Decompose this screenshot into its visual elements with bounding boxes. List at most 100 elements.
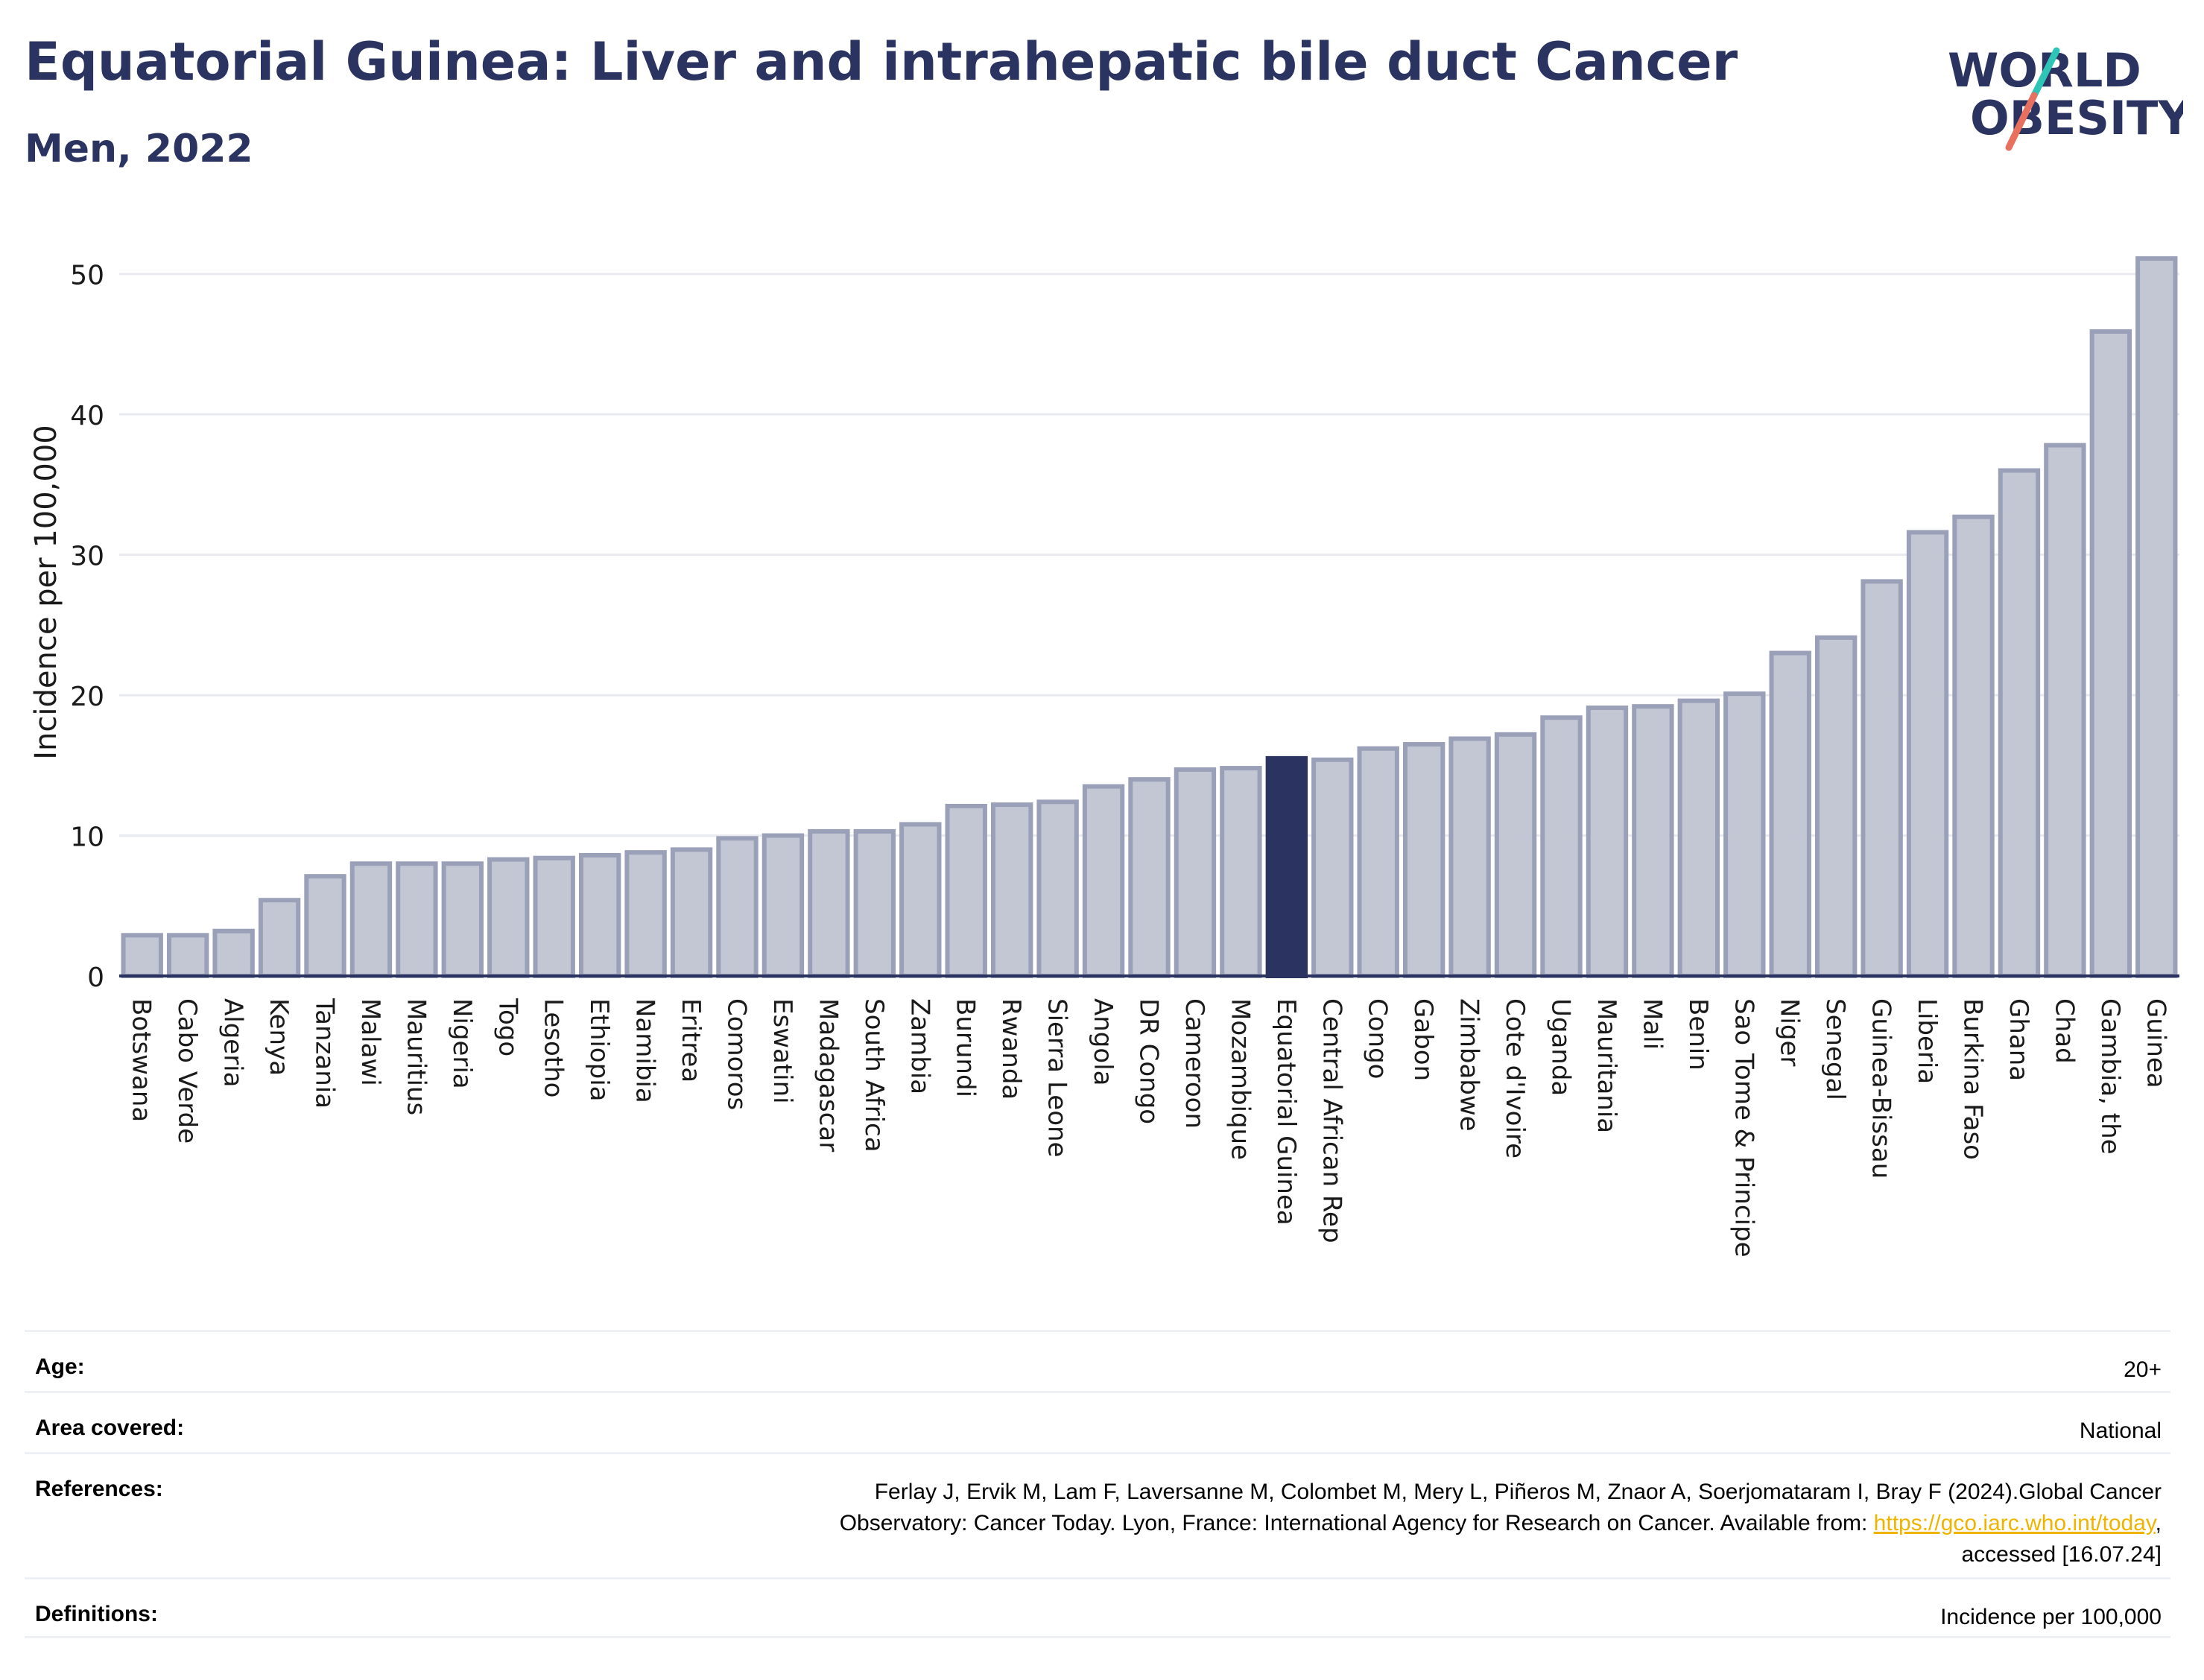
x-tick-label: Namibia bbox=[630, 998, 660, 1103]
y-tick-labels: 0 10 20 30 40 50 bbox=[70, 261, 104, 993]
bar bbox=[2135, 256, 2178, 978]
x-tick-label: Togo bbox=[493, 998, 522, 1056]
bar bbox=[487, 857, 530, 978]
y-tick-label: 10 bbox=[70, 822, 104, 853]
bar bbox=[670, 847, 713, 979]
x-tick-label: Malawi bbox=[355, 998, 385, 1086]
y-axis-label: Incidence per 100,000 bbox=[29, 425, 63, 760]
bar bbox=[396, 861, 438, 978]
bar bbox=[716, 836, 759, 979]
bar bbox=[1220, 766, 1262, 978]
x-tick-label: Uganda bbox=[1546, 998, 1576, 1096]
x-tick-label: Niger bbox=[1775, 998, 1805, 1066]
bar bbox=[1586, 706, 1629, 978]
bar bbox=[1402, 742, 1445, 978]
bar bbox=[349, 861, 393, 978]
x-tick-label: Angola bbox=[1088, 998, 1118, 1085]
x-tick-label: Zimbabwe bbox=[1454, 998, 1484, 1132]
x-tick-label: Nigeria bbox=[447, 998, 477, 1089]
bar bbox=[761, 833, 805, 978]
bar bbox=[1540, 715, 1583, 978]
bar bbox=[304, 874, 346, 978]
x-tick-label: Benin bbox=[1683, 998, 1713, 1071]
references-label: References: bbox=[35, 1477, 163, 1501]
definitions-value: Incidence per 100,000 bbox=[1940, 1605, 2162, 1629]
references-line1: Ferlay J, Ervik M, Lam F, Laversanne M, … bbox=[874, 1480, 2162, 1504]
x-tick-label: Burkina Faso bbox=[1958, 998, 1988, 1160]
bar bbox=[1128, 777, 1171, 978]
info-table: Age: 20+ Area covered: National Referenc… bbox=[25, 1330, 2170, 1638]
x-tick-label: Liberia bbox=[1912, 998, 1942, 1084]
x-tick-label: Ghana bbox=[2004, 998, 2033, 1081]
references-line2-end: , bbox=[2155, 1511, 2162, 1535]
x-tick-label: Burundi bbox=[951, 998, 981, 1097]
x-tick-labels: Botswana Cabo Verde Algeria Kenya Tanzania Ma… bbox=[127, 998, 2171, 1258]
info-row-definitions: Definitions: Incidence per 100,000 bbox=[25, 1577, 2170, 1638]
bar bbox=[2044, 443, 2086, 978]
x-tick-label: Lesotho bbox=[539, 998, 569, 1097]
bar bbox=[990, 802, 1033, 978]
bar bbox=[2089, 329, 2132, 978]
info-row-references: References: Ferlay J, Ervik M, Lam F, La… bbox=[25, 1452, 2170, 1577]
logo-slash-teal bbox=[2030, 47, 2060, 99]
bar bbox=[441, 861, 484, 978]
references-line3: accessed [16.07.24] bbox=[1961, 1542, 2162, 1567]
y-tick-label: 20 bbox=[70, 682, 104, 712]
x-tick-label: Tanzania bbox=[310, 998, 340, 1109]
x-tick-label: Eswatini bbox=[767, 998, 797, 1104]
references-line2: Observatory: Cancer Today. Lyon, France:… bbox=[839, 1511, 1874, 1535]
x-tick-label: Congo bbox=[1363, 998, 1393, 1079]
bar bbox=[1906, 530, 1949, 978]
world-obesity-logo: WORLD OBESITY bbox=[1948, 43, 2183, 151]
y-tick-label: 50 bbox=[70, 261, 104, 291]
x-tick-label: DR Congo bbox=[1134, 998, 1164, 1124]
bar bbox=[121, 933, 163, 979]
x-tick-label: Equatorial Guinea bbox=[1271, 998, 1301, 1226]
x-tick-label: Chad bbox=[2049, 998, 2079, 1064]
info-row-age: Age: 20+ bbox=[25, 1330, 2170, 1391]
x-tick-label: Senegal bbox=[1820, 998, 1850, 1100]
x-tick-label: Eritrea bbox=[676, 998, 706, 1083]
bar bbox=[945, 803, 987, 979]
x-tick-label: Gabon bbox=[1408, 998, 1438, 1081]
bar bbox=[533, 855, 575, 978]
bar bbox=[1448, 736, 1491, 978]
bar bbox=[1632, 704, 1674, 979]
x-tick-label: Cabo Verde bbox=[172, 998, 202, 1144]
x-tick-label: Zambia bbox=[905, 998, 934, 1094]
x-tick-label: Cameroon bbox=[1179, 998, 1209, 1129]
bar bbox=[578, 852, 621, 979]
x-tick-label: Guinea-Bissau bbox=[1866, 998, 1896, 1179]
bar bbox=[624, 850, 667, 978]
logo-text-obesity: OBESITY bbox=[1970, 91, 2183, 145]
bar bbox=[1494, 732, 1537, 978]
bar bbox=[808, 828, 850, 979]
info-row-area: Area covered: National bbox=[25, 1391, 2170, 1452]
bar bbox=[1723, 691, 1766, 978]
x-tick-label: Mauritius bbox=[401, 998, 431, 1115]
bar bbox=[1357, 746, 1399, 978]
bar bbox=[1036, 799, 1079, 979]
x-tick-label: Mozambique bbox=[1225, 998, 1255, 1160]
bar bbox=[1861, 579, 1903, 978]
x-tick-label: Ethiopia bbox=[584, 998, 614, 1101]
x-tick-label: Mauritania bbox=[1592, 998, 1621, 1133]
y-tick-label: 30 bbox=[70, 542, 104, 572]
x-tick-label: Sierra Leone bbox=[1042, 998, 1072, 1157]
x-tick-label: Central African Rep bbox=[1317, 998, 1346, 1243]
bar bbox=[1952, 514, 1995, 978]
bar bbox=[1998, 468, 2041, 978]
y-tick-label: 0 bbox=[87, 963, 104, 993]
bar bbox=[258, 898, 301, 978]
x-tick-label: Guinea bbox=[2141, 998, 2170, 1088]
x-tick-label: Mali bbox=[1637, 998, 1667, 1050]
references-value: Ferlay J, Ervik M, Lam F, Laversanne M, … bbox=[421, 1468, 2162, 1570]
x-tick-label: Madagascar bbox=[813, 998, 843, 1152]
x-tick-label: Gambia, the bbox=[2095, 998, 2125, 1155]
logo-slash-coral bbox=[2005, 92, 2038, 151]
chart-title: Equatorial Guinea: Liver and intrahepati… bbox=[25, 31, 1738, 92]
bar bbox=[1082, 784, 1125, 978]
x-tick-label: Botswana bbox=[127, 998, 156, 1122]
references-link[interactable]: https://gco.iarc.who.int/today bbox=[1873, 1511, 2156, 1535]
bar bbox=[212, 928, 255, 978]
